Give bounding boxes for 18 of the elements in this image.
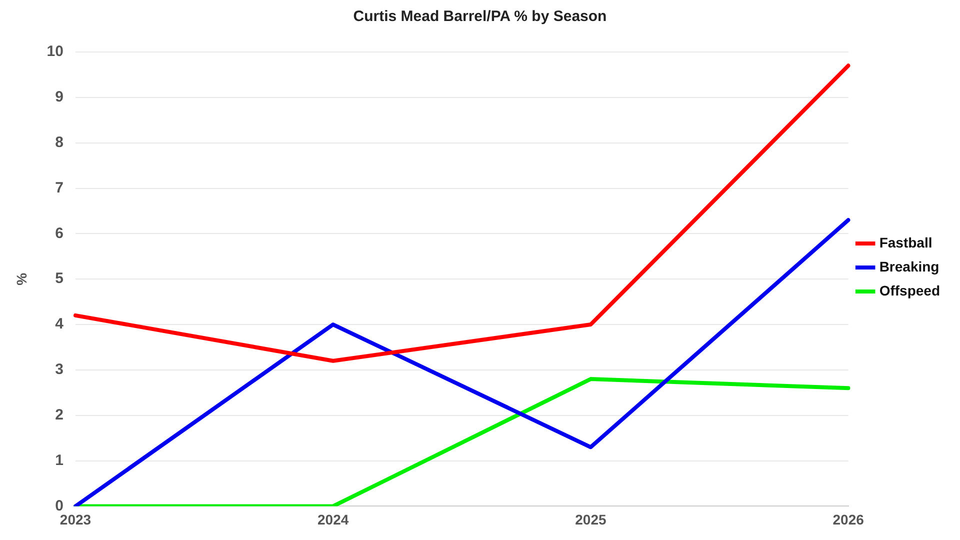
- y-tick-label: 6: [55, 224, 64, 242]
- legend-label: Breaking: [879, 258, 940, 274]
- chart-title: Curtis Mead Barrel/PA % by Season: [353, 8, 607, 26]
- y-axis-title: %: [13, 272, 30, 286]
- y-tick-label: 3: [55, 361, 64, 378]
- x-tick-label: 2026: [832, 511, 864, 528]
- y-tick-label: 8: [55, 134, 64, 151]
- y-tick-label: 10: [46, 43, 64, 60]
- legend-label: Fastball: [879, 234, 932, 250]
- x-tick-label: 2025: [575, 511, 606, 528]
- y-tick-label: 2: [55, 406, 64, 424]
- y-tick-label: 1: [55, 452, 64, 469]
- x-tick-label: 2024: [318, 511, 349, 528]
- legend-label: Offspeed: [879, 282, 940, 298]
- y-tick-label: 7: [55, 179, 64, 196]
- y-tick-label: 5: [55, 270, 64, 288]
- y-tick-label: 9: [55, 88, 64, 106]
- y-tick-label: 4: [55, 316, 64, 333]
